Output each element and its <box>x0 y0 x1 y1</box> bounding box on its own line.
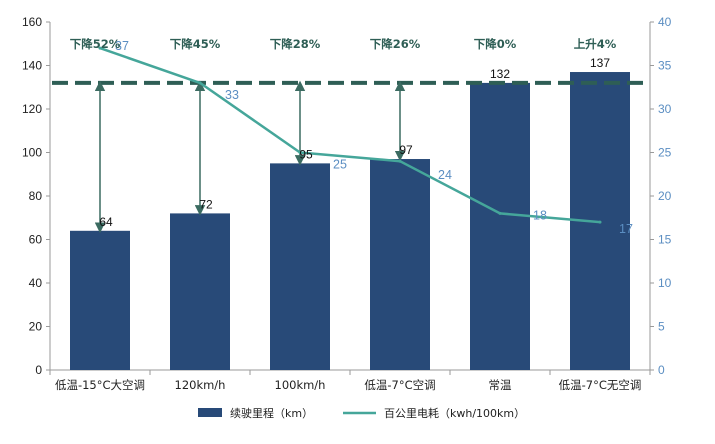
line-point <box>498 211 502 215</box>
consumption-line <box>99 46 601 224</box>
line-point <box>298 151 302 154</box>
line-value-label: 37 <box>115 39 129 53</box>
change-annotation: 上升4% <box>574 37 617 51</box>
bar <box>370 159 430 370</box>
line-value-label: 24 <box>438 168 452 182</box>
line-value-label: 17 <box>619 222 633 236</box>
y-tick-label-left: 20 <box>29 320 43 334</box>
line-value-label: 33 <box>225 88 239 102</box>
x-tick-label: 常温 <box>489 378 512 392</box>
y-tick-label-left: 80 <box>29 189 43 203</box>
y-tick-label-right: 25 <box>658 146 672 160</box>
y-tick-label-right: 30 <box>658 102 672 116</box>
line-value-label: 25 <box>333 158 347 172</box>
y-tick-label-right: 35 <box>658 59 672 73</box>
x-tick-label: 低温-7°C无空调 <box>559 378 642 392</box>
x-tick-label: 低温-7°C空调 <box>364 378 435 392</box>
bar <box>270 163 330 370</box>
y-tick-label-right: 20 <box>658 189 672 203</box>
legend: 续驶里程（km） 百公里电耗（kwh/100km） <box>198 406 525 420</box>
change-annotation: 下降52% <box>70 37 121 51</box>
y-tick-label-left: 160 <box>22 15 42 29</box>
bar <box>470 82 530 371</box>
x-tick-label: 120km/h <box>175 378 226 392</box>
change-annotation: 下降26% <box>370 37 421 51</box>
x-tick-label: 100km/h <box>275 378 326 392</box>
change-annotation: 下降28% <box>270 37 321 51</box>
change-annotation: 下降45% <box>170 37 221 51</box>
y-tick-label-left: 60 <box>29 233 43 247</box>
line-point <box>198 81 202 85</box>
bar <box>170 213 230 370</box>
y-tick-label-right: 0 <box>658 363 665 377</box>
line-value-label: 18 <box>533 208 547 222</box>
bar-value-label: 97 <box>399 143 413 157</box>
x-tick-label: 低温-15°C大空调 <box>55 378 145 392</box>
bar-value-label: 64 <box>99 215 113 229</box>
line-point <box>398 159 402 163</box>
y-tick-label-right: 5 <box>658 320 665 334</box>
change-annotation: 下降0% <box>474 37 517 51</box>
line-point <box>598 220 602 224</box>
y-tick-label-left: 0 <box>35 363 42 377</box>
y-tick-label-left: 40 <box>29 276 43 290</box>
bar-value-label: 132 <box>490 67 510 81</box>
y-tick-label-left: 140 <box>22 59 42 73</box>
y-tick-label-left: 100 <box>22 146 42 160</box>
bar-value-label: 137 <box>590 56 610 70</box>
legend-bar-label: 续驶里程（km） <box>230 406 313 420</box>
legend-bar-swatch <box>198 408 222 417</box>
line-point <box>98 46 102 50</box>
bar-value-label: 72 <box>199 197 213 211</box>
bar-value-label: 95 <box>299 147 313 161</box>
y-tick-label-right: 40 <box>658 15 672 29</box>
y-tick-label-right: 15 <box>658 233 672 247</box>
y-tick-label-left: 120 <box>22 102 42 116</box>
bar <box>70 230 130 370</box>
legend-line-label: 百公里电耗（kwh/100km） <box>384 407 525 420</box>
y-tick-label-right: 10 <box>658 276 672 290</box>
